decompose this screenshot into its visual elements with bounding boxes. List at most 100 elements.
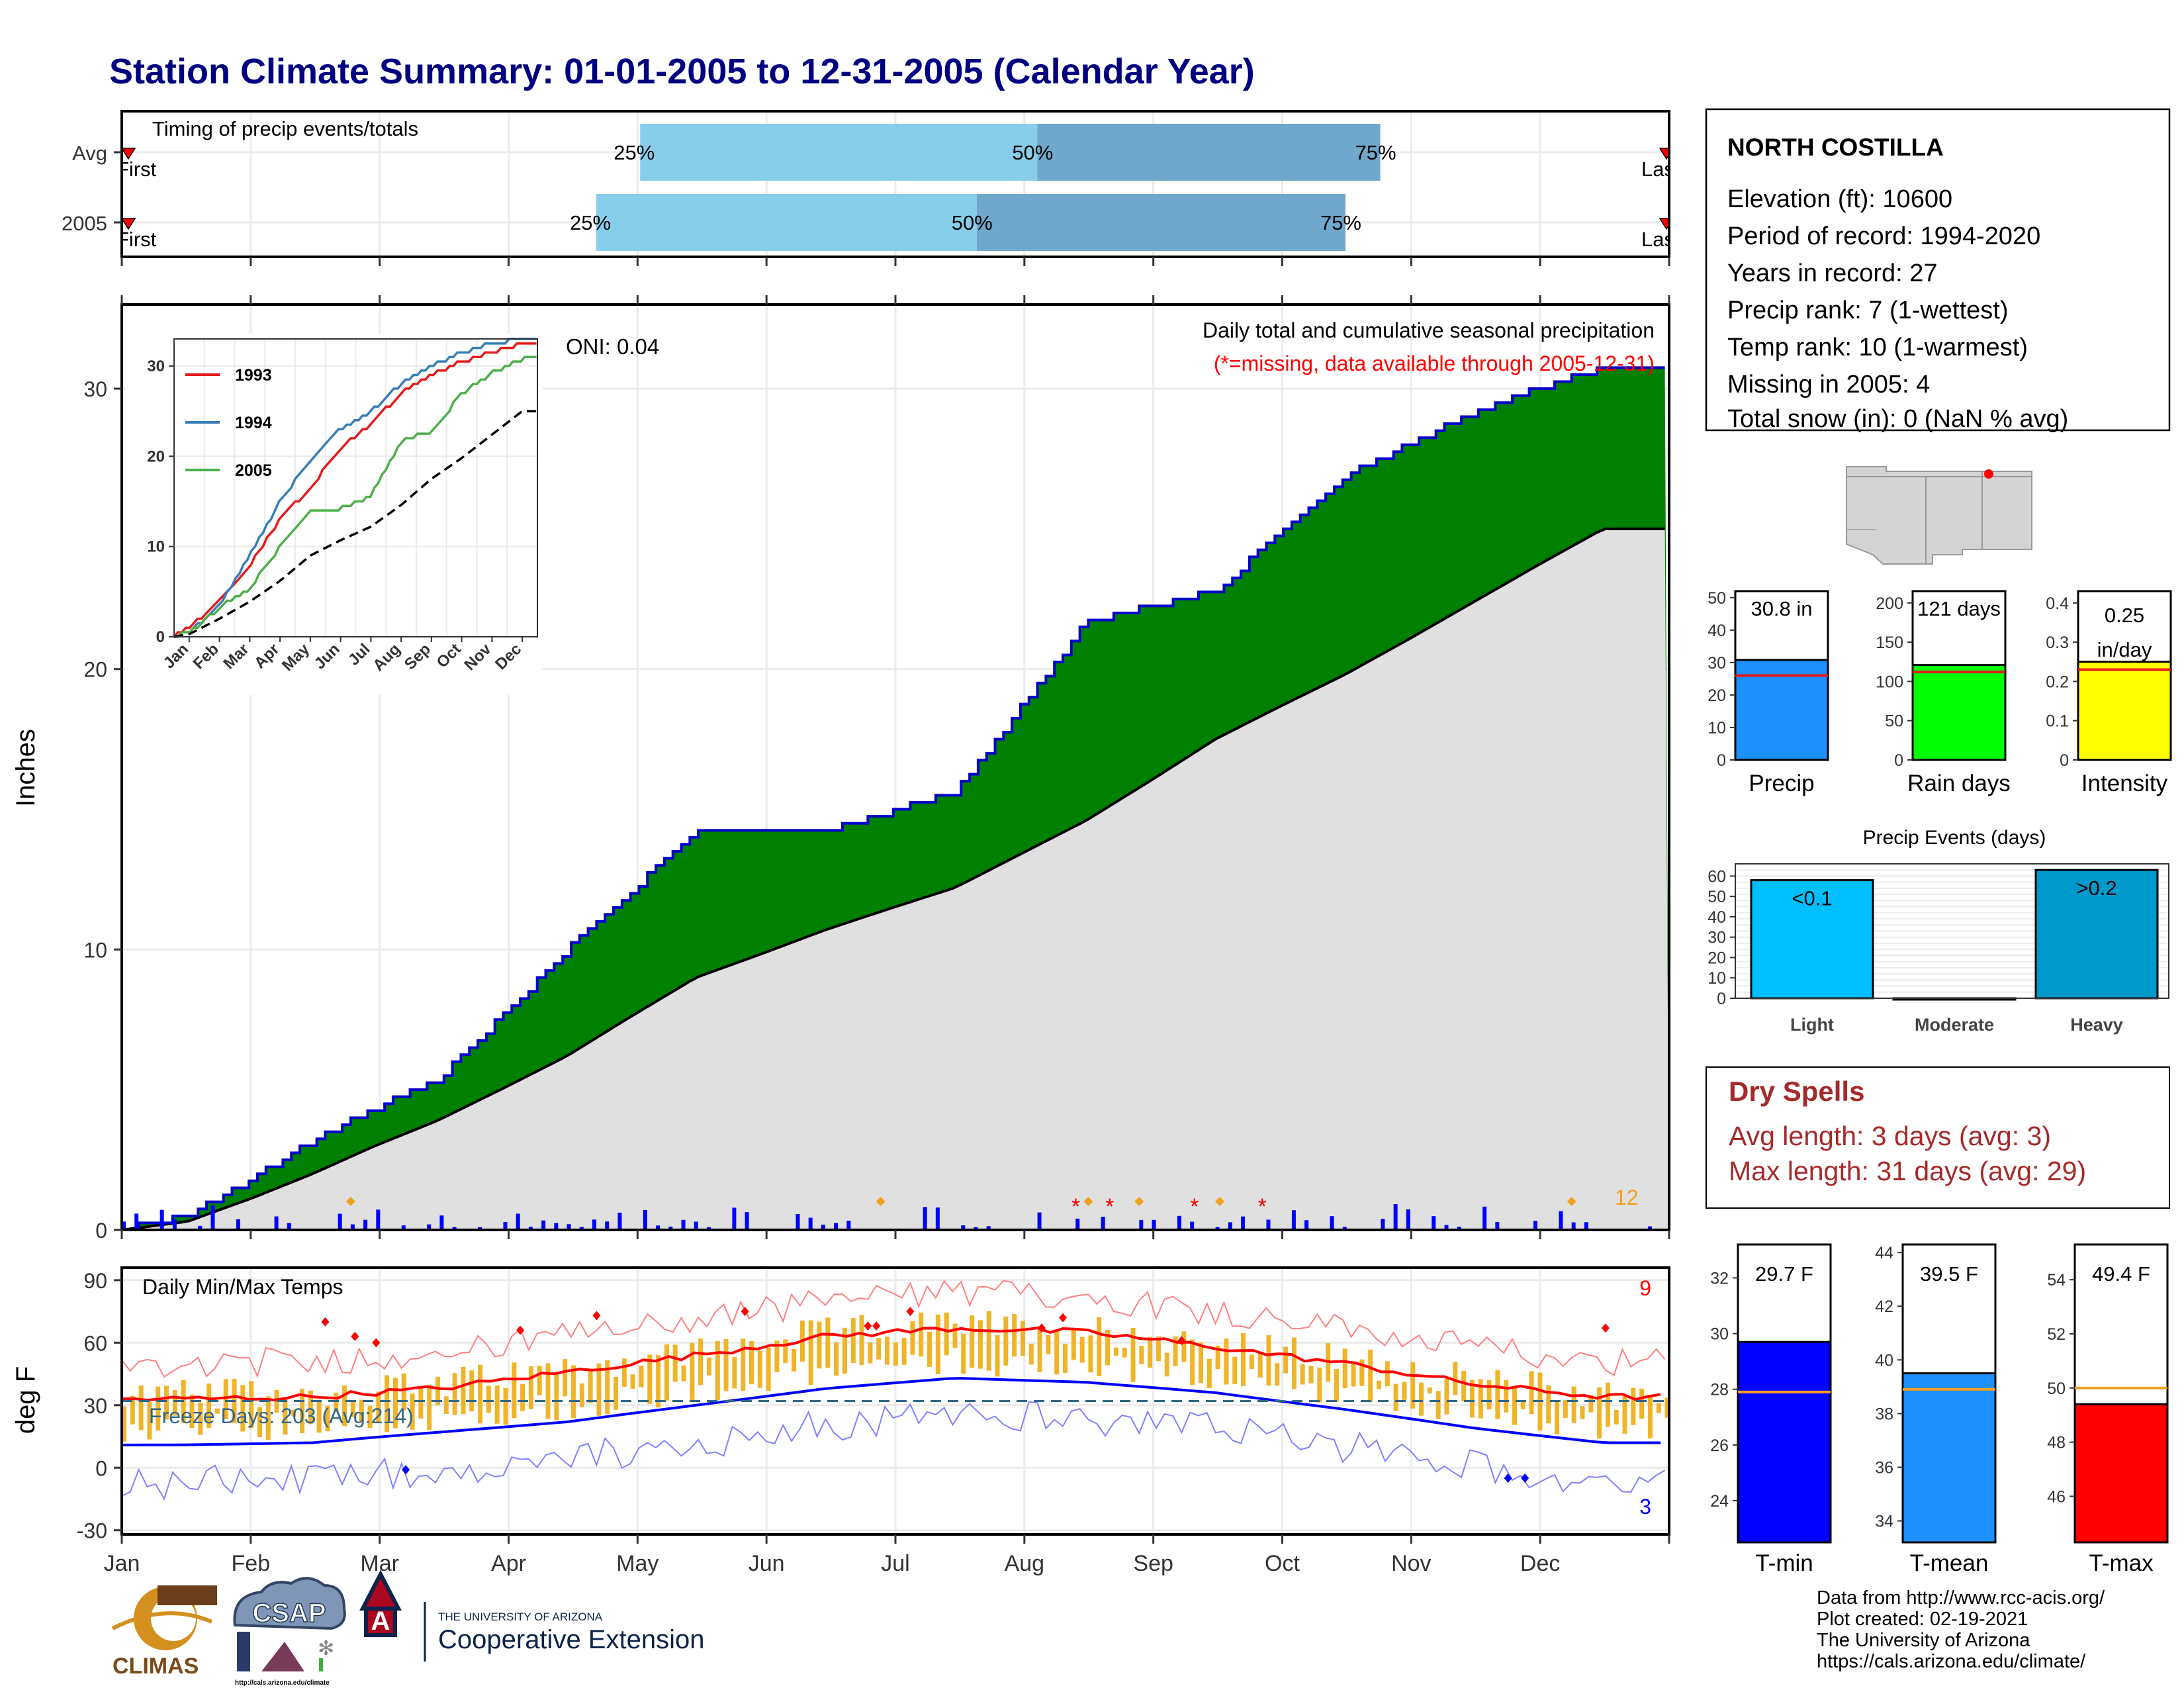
daily-temp-bar bbox=[443, 1396, 449, 1414]
daily-temp-bar bbox=[614, 1376, 619, 1410]
daily-temp-bar bbox=[1097, 1317, 1102, 1376]
first-event-label: First bbox=[116, 228, 157, 251]
daily-temp-bar bbox=[494, 1385, 500, 1424]
temp-bar-y-tick-label: 52 bbox=[2047, 1325, 2066, 1344]
month-tick-label: May bbox=[616, 1551, 659, 1576]
y-tick-label: 0 bbox=[95, 1456, 107, 1480]
daily-precip-bar bbox=[236, 1219, 240, 1230]
daily-temp-bar bbox=[1435, 1391, 1441, 1419]
daily-precip-bar bbox=[1330, 1216, 1334, 1230]
daily-precip-bar bbox=[846, 1221, 851, 1230]
summary-y-tick-label: 200 bbox=[1876, 594, 1903, 613]
daily-precip-bar bbox=[656, 1225, 660, 1230]
daily-precip-bar bbox=[338, 1213, 342, 1230]
daily-temp-bar bbox=[147, 1401, 152, 1440]
daily-temp-bar bbox=[570, 1365, 576, 1419]
avg-max-line bbox=[121, 1327, 1661, 1402]
precip-ylabel: Inches bbox=[11, 729, 40, 807]
daily-temp-bar bbox=[757, 1350, 762, 1388]
daily-temp-bar bbox=[563, 1359, 568, 1397]
events-y-tick-label: 20 bbox=[1707, 949, 1726, 967]
events-frame bbox=[1735, 863, 2169, 999]
first-event-marker bbox=[120, 218, 136, 230]
missing-data-marker: * bbox=[1071, 1194, 1080, 1219]
daily-temp-bar bbox=[198, 1402, 203, 1435]
precip-title-line1: Daily total and cumulative seasonal prec… bbox=[1203, 318, 1655, 342]
daily-precip-bar bbox=[274, 1216, 279, 1230]
daily-temp-bar bbox=[189, 1394, 195, 1429]
freeze-days-label: Freeze Days: 203 (Avg:214) bbox=[149, 1404, 414, 1428]
station-precip-rank: Precip rank: 7 (1-wettest) bbox=[1727, 297, 2008, 324]
daily-temp-bar bbox=[1173, 1336, 1178, 1366]
daily-precip-bar bbox=[732, 1207, 737, 1230]
inset-y-tick-label: 20 bbox=[147, 447, 165, 465]
daily-precip-bar bbox=[1406, 1209, 1410, 1230]
daily-temp-bar bbox=[1385, 1361, 1390, 1387]
daily-precip-bar bbox=[503, 1222, 508, 1230]
footer-plot-date: Plot created: 02-19-2021 bbox=[1817, 1609, 2028, 1630]
daily-temp-bar bbox=[647, 1354, 653, 1404]
daily-temp-bar bbox=[1266, 1335, 1271, 1386]
daily-temp-bar bbox=[1563, 1399, 1568, 1418]
daily-temp-bar bbox=[868, 1342, 873, 1364]
daily-temp-bar bbox=[1156, 1336, 1161, 1362]
daily-temp-bar bbox=[1198, 1342, 1203, 1383]
daily-temp-bar bbox=[1555, 1401, 1560, 1434]
summary-y-tick-label: 0.1 bbox=[2046, 712, 2069, 731]
daily-precip-bar bbox=[1177, 1215, 1181, 1230]
normal-cumulative-area bbox=[122, 528, 1669, 1230]
summary-y-tick-label: 150 bbox=[1876, 633, 1903, 652]
event-bar-label: <0.1 bbox=[1792, 887, 1832, 910]
daily-temp-bar bbox=[172, 1389, 177, 1416]
daily-temp-bar bbox=[300, 1388, 305, 1434]
temp-summary-bar bbox=[1901, 1372, 1997, 1544]
y-tick-label: 0 bbox=[95, 1219, 107, 1243]
inset-frame bbox=[173, 338, 538, 637]
daily-temp-bar bbox=[1656, 1403, 1661, 1413]
temp-ylabel: deg F bbox=[11, 1366, 40, 1434]
csap-logo-text: CSAP bbox=[252, 1599, 326, 1628]
daily-precip-bar bbox=[1584, 1222, 1588, 1230]
daily-precip-bar bbox=[1482, 1206, 1487, 1230]
legend-entry: 2005 bbox=[235, 461, 272, 480]
daily-temp-bar bbox=[1639, 1388, 1645, 1419]
timing-p25-label: 25% bbox=[614, 141, 655, 164]
daily-temp-bar bbox=[1377, 1380, 1382, 1389]
daily-precip-bar bbox=[1152, 1219, 1156, 1230]
daily-temp-bar bbox=[698, 1338, 704, 1385]
precip-corner-count: 12 bbox=[1615, 1186, 1639, 1209]
temp-bar-y-tick-label: 30 bbox=[1710, 1325, 1729, 1344]
footer-data-source: Data from http://www.rcc-acis.org/ bbox=[1817, 1587, 2105, 1609]
daily-precip-bar bbox=[617, 1212, 622, 1230]
missing-data-marker: * bbox=[1105, 1194, 1114, 1219]
daily-temp-bar bbox=[1122, 1347, 1127, 1358]
daily-temp-bar bbox=[291, 1409, 296, 1417]
daily-temp-bar bbox=[1291, 1337, 1297, 1389]
temp-bar-label: T-mean bbox=[1910, 1550, 1989, 1576]
daily-temp-bar bbox=[1622, 1393, 1627, 1434]
daily-precip-bar bbox=[427, 1224, 432, 1230]
daily-temp-bar bbox=[1139, 1346, 1144, 1364]
daily-temp-bar bbox=[579, 1383, 584, 1407]
y-tick-label: 30 bbox=[83, 1394, 107, 1418]
daily-temp-bar bbox=[850, 1318, 856, 1363]
daily-precip-bar bbox=[350, 1224, 355, 1230]
daily-temp-bar bbox=[308, 1390, 313, 1425]
daily-temp-bar bbox=[715, 1340, 720, 1401]
daily-precip-bar bbox=[821, 1224, 825, 1230]
daily-temp-bar bbox=[1190, 1339, 1195, 1385]
daily-temp-bar bbox=[1046, 1335, 1051, 1354]
daily-temp-bar bbox=[1529, 1371, 1534, 1415]
record-high-marker bbox=[864, 1321, 872, 1331]
temp-summary-bar bbox=[2073, 1403, 2169, 1544]
daily-precip-bar bbox=[401, 1225, 406, 1230]
summary-y-tick-label: 50 bbox=[1885, 712, 1903, 731]
record-low-marker bbox=[1504, 1473, 1512, 1483]
daily-temp-bar bbox=[1148, 1336, 1153, 1368]
record-high-marker bbox=[1177, 1336, 1186, 1346]
daily-temp-bar bbox=[214, 1408, 220, 1414]
first-event-label: First bbox=[116, 158, 157, 181]
daily-precip-bar bbox=[1304, 1220, 1309, 1230]
month-tick-label: Sep bbox=[1133, 1551, 1173, 1576]
